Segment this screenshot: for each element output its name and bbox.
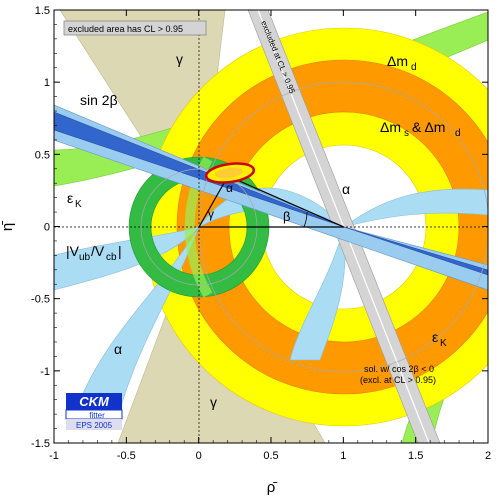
y-tick-label-3: 0 — [44, 222, 50, 234]
vub-end: | — [118, 243, 122, 259]
alpha-label-left: α — [114, 341, 122, 357]
plot-area — [54, 10, 488, 443]
y-tick-label-6: 1.5 — [35, 5, 50, 17]
epsk-label-left: ε K — [67, 190, 82, 210]
epsk-left-sub: K — [75, 199, 82, 210]
x-tick-label-3: 0.5 — [263, 450, 278, 462]
y-tick-label-5: 1 — [44, 77, 50, 89]
x-tick-label-6: 2 — [485, 450, 491, 462]
excluded-area-box — [63, 20, 207, 36]
dms-dmd-amp: & Δm — [412, 119, 445, 135]
vub-sub2: cb — [106, 252, 117, 263]
unitarity-triangle — [197, 175, 345, 228]
dmd-label-main: Δm — [387, 53, 408, 69]
vub-label: |V ub /V cb | — [66, 243, 122, 263]
sol-note-line1: sol. w/ cos 2β < 0 — [364, 364, 434, 374]
gamma-label-bottom: γ — [210, 394, 217, 410]
x-tick-label-0: -1 — [49, 450, 59, 462]
dmd-label: Δm d — [387, 53, 417, 73]
sin2beta-outer — [54, 104, 488, 291]
vub-mid: /V — [91, 243, 105, 259]
x-tick-label-1: -0.5 — [117, 450, 136, 462]
x-tick-label-4: 1 — [340, 450, 346, 462]
beta-arc — [303, 211, 308, 228]
dms-dmd-label: Δm s & Δm d — [380, 119, 461, 139]
dmd-label-sub: d — [411, 62, 417, 73]
dms-dmd-part1: Δm — [380, 119, 401, 135]
dms-dmd-sub2: d — [455, 128, 461, 139]
alpha-label-apex: α — [226, 181, 233, 195]
epsk-right-main: ε — [432, 329, 438, 345]
sin2beta-inner — [54, 111, 488, 276]
x-tick-label-2: 0 — [196, 450, 202, 462]
apex-contour-68 — [215, 167, 243, 179]
sol-note-line2: (excl. at CL > 0.95) — [360, 375, 436, 385]
axis-ticks: -1 -0.5 0 0.5 1 1.5 2-1.5-1-0.500.511.5 — [31, 5, 491, 462]
alpha-label-right: α — [342, 181, 350, 197]
x-axis-label: ρ̄ — [267, 479, 278, 496]
dms-dmd-sub1: s — [404, 128, 409, 139]
epsk-left-main: ε — [67, 190, 73, 206]
logo-tag: EPS 2005 — [76, 421, 113, 430]
y-tick-label-0: -1.5 — [31, 438, 50, 450]
logo-sub: fitter — [89, 411, 105, 420]
y-axis-label: η̄ — [0, 221, 16, 231]
epsk-right-sub: K — [440, 338, 447, 349]
vub-sub1: ub — [79, 252, 91, 263]
beta-label: β — [283, 209, 290, 224]
x-tick-label-5: 1.5 — [408, 450, 423, 462]
alpha-region-3 — [289, 226, 346, 361]
y-tick-label-4: 0.5 — [35, 149, 50, 161]
gamma-label-triangle: γ — [208, 207, 214, 221]
logo-box — [66, 393, 122, 410]
vub-part1: |V — [66, 243, 80, 259]
logo-name: CKM — [79, 394, 110, 409]
sin2beta-label: sin 2β — [80, 92, 118, 108]
y-tick-label-2: -0.5 — [31, 294, 50, 306]
logo-tag-box — [66, 419, 122, 430]
ckmfitter-logo: CKM fitter EPS 2005 — [65, 393, 123, 430]
epsk-label-right: ε K — [432, 329, 447, 349]
excluded-area-label: excluded area has CL > 0.95 — [68, 24, 183, 34]
gamma-label-top: γ — [176, 51, 183, 67]
y-tick-label-1: -1 — [40, 366, 50, 378]
alpha-region-2 — [343, 188, 488, 228]
